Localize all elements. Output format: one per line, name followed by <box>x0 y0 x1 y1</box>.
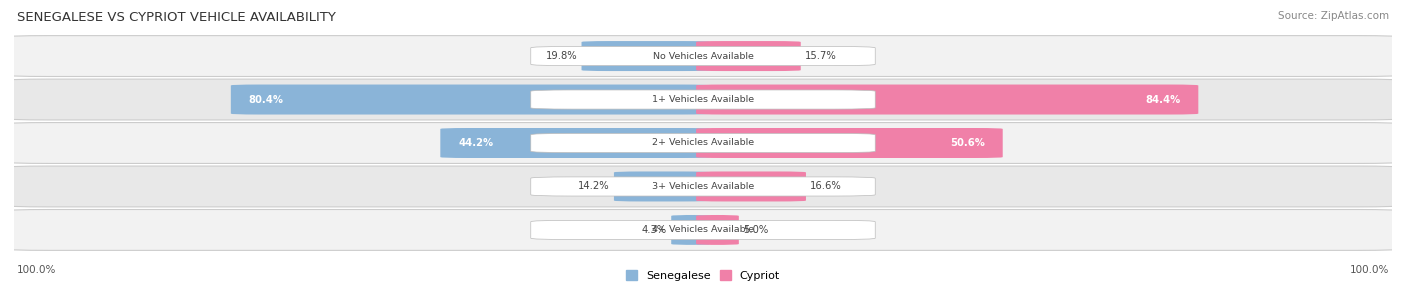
FancyBboxPatch shape <box>440 128 710 158</box>
Text: 4.3%: 4.3% <box>643 225 666 235</box>
Text: 15.7%: 15.7% <box>804 51 837 61</box>
FancyBboxPatch shape <box>582 41 710 71</box>
FancyBboxPatch shape <box>696 85 1198 114</box>
Text: 19.8%: 19.8% <box>546 51 578 61</box>
Text: 44.2%: 44.2% <box>458 138 494 148</box>
Text: 84.4%: 84.4% <box>1144 95 1181 104</box>
Legend: Senegalese, Cypriot: Senegalese, Cypriot <box>621 266 785 285</box>
FancyBboxPatch shape <box>7 210 1399 250</box>
Text: 3+ Vehicles Available: 3+ Vehicles Available <box>652 182 754 191</box>
FancyBboxPatch shape <box>531 134 875 152</box>
FancyBboxPatch shape <box>696 128 1002 158</box>
FancyBboxPatch shape <box>531 90 875 109</box>
Text: 5.0%: 5.0% <box>742 225 768 235</box>
Text: 16.6%: 16.6% <box>810 182 842 191</box>
Text: 80.4%: 80.4% <box>249 95 284 104</box>
FancyBboxPatch shape <box>7 123 1399 163</box>
FancyBboxPatch shape <box>7 79 1399 120</box>
Text: SENEGALESE VS CYPRIOT VEHICLE AVAILABILITY: SENEGALESE VS CYPRIOT VEHICLE AVAILABILI… <box>17 11 336 24</box>
FancyBboxPatch shape <box>614 172 710 201</box>
Text: 50.6%: 50.6% <box>950 138 984 148</box>
FancyBboxPatch shape <box>531 47 875 65</box>
Text: 100.0%: 100.0% <box>1350 265 1389 275</box>
FancyBboxPatch shape <box>696 172 806 201</box>
Text: 14.2%: 14.2% <box>578 182 610 191</box>
FancyBboxPatch shape <box>696 215 738 245</box>
FancyBboxPatch shape <box>7 166 1399 207</box>
Text: Source: ZipAtlas.com: Source: ZipAtlas.com <box>1278 11 1389 21</box>
Text: 2+ Vehicles Available: 2+ Vehicles Available <box>652 138 754 148</box>
Text: 100.0%: 100.0% <box>17 265 56 275</box>
FancyBboxPatch shape <box>231 85 710 114</box>
Text: No Vehicles Available: No Vehicles Available <box>652 51 754 61</box>
FancyBboxPatch shape <box>531 177 875 196</box>
FancyBboxPatch shape <box>7 36 1399 76</box>
Text: 4+ Vehicles Available: 4+ Vehicles Available <box>652 225 754 235</box>
FancyBboxPatch shape <box>671 215 710 245</box>
Text: 1+ Vehicles Available: 1+ Vehicles Available <box>652 95 754 104</box>
FancyBboxPatch shape <box>696 41 801 71</box>
FancyBboxPatch shape <box>531 221 875 239</box>
